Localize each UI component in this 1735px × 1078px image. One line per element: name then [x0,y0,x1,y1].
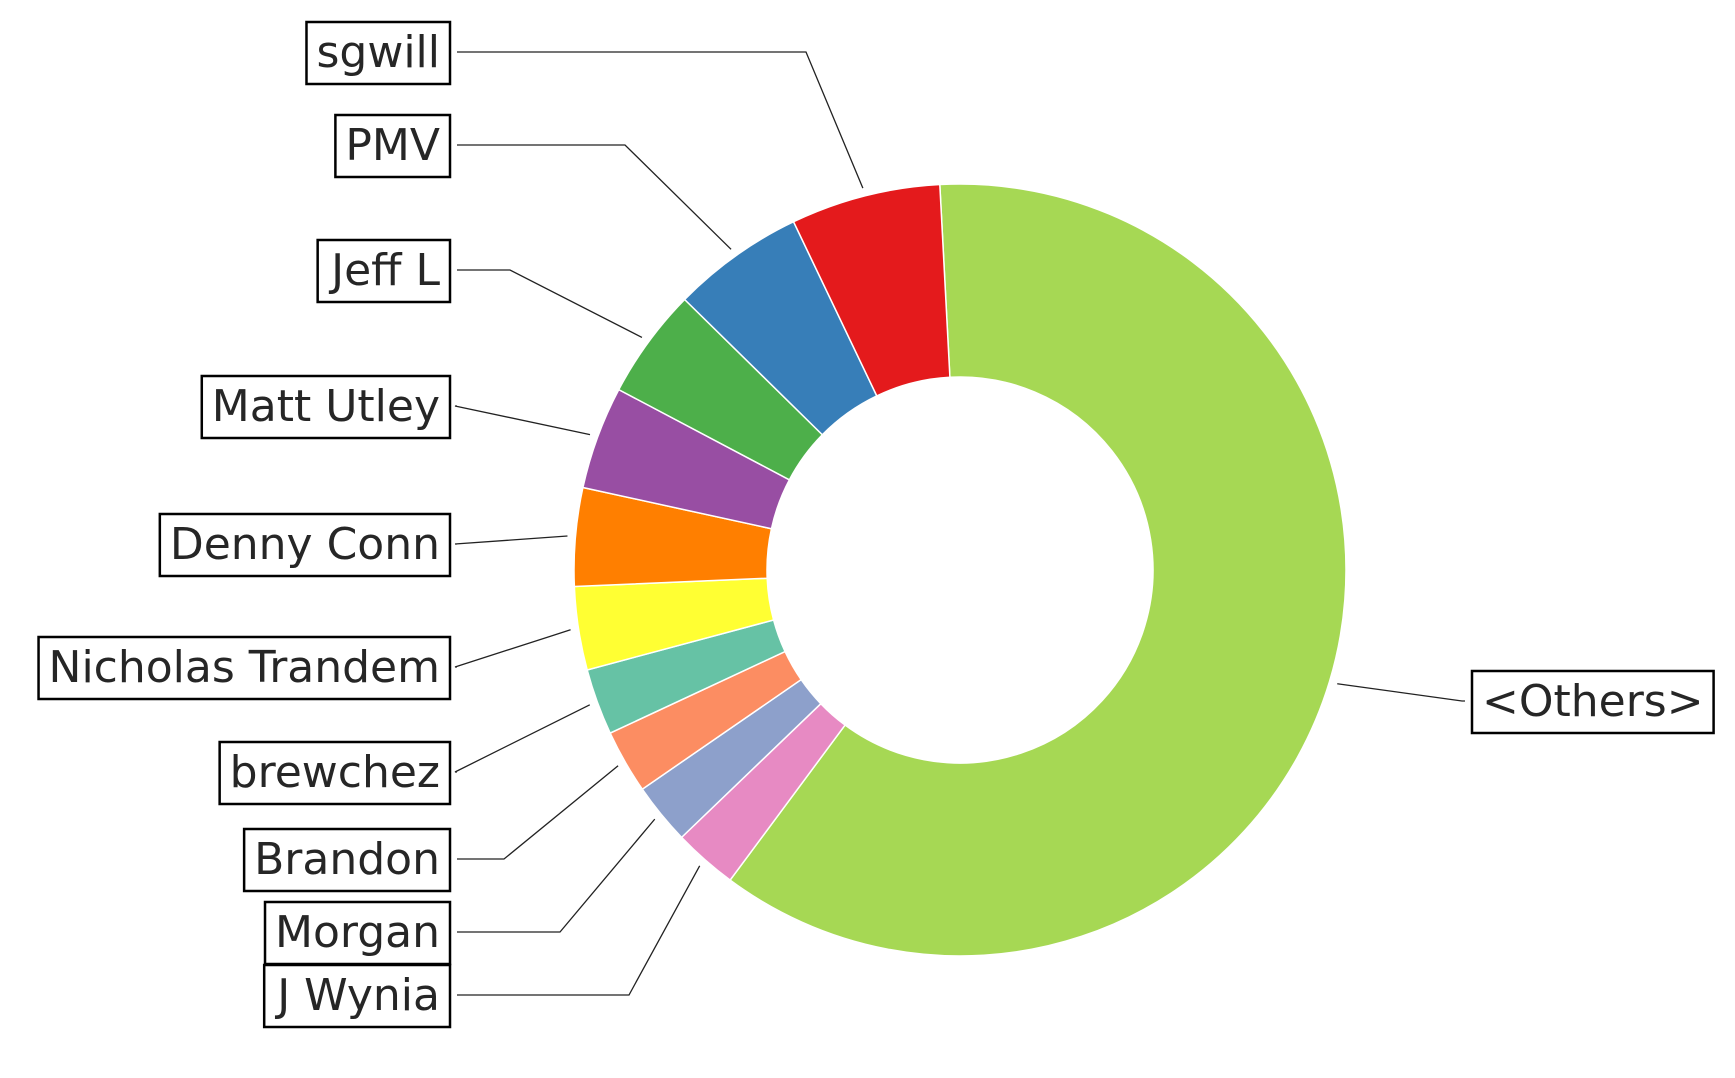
slice-label-nicholas-trandem: Nicholas Trandem [37,635,452,701]
slice-label-j-wynia: J Wynia [262,963,452,1029]
label-box [305,20,452,86]
slice-label-sgwill: sgwill [305,20,452,86]
label-text: PMV [345,120,440,171]
label-box [334,113,452,179]
slice-label-denny-conn: Denny Conn [158,512,452,578]
leader-line-sgwill [457,51,864,189]
leader-line-morgan [457,818,656,933]
leader-line-brandon [457,765,619,860]
label-text: Morgan [275,907,440,958]
label-text: J Wynia [274,970,440,1021]
label-text: brewchez [230,747,440,798]
label-box [37,635,452,701]
slice-label-others: <Others> [1470,669,1715,735]
slice-label-matt-utley: Matt Utley [200,374,452,440]
label-box [262,963,452,1029]
slice-label-brewchez: brewchez [218,740,452,806]
slice-label-morgan: Morgan [263,900,452,966]
label-text: sgwill [316,27,440,78]
leader-line-denny-conn [454,535,568,545]
leader-line-jeff-l [457,269,643,338]
label-box [1470,669,1715,735]
leader-line-pmv [457,144,732,250]
label-box [218,740,452,806]
slice-label-brandon: Brandon [242,827,452,893]
slice-label-jeff-l: Jeff L [316,238,452,304]
slices-layer [573,183,1347,957]
label-box [242,827,452,893]
labels-layer: <Others> J Wynia Morgan Brandon brewchez Nich… [37,20,1715,1029]
label-text: Jeff L [328,245,440,296]
slice-others [729,183,1347,957]
label-text: <Others> [1482,676,1704,727]
leader-line-j-wynia [457,865,701,996]
leader-lines-layer [454,51,1465,996]
slice-sgwill [792,183,951,397]
leader-line-brewchez [454,704,591,773]
label-text: Nicholas Trandem [49,642,440,693]
label-text: Brandon [254,834,440,885]
leader-line-matt-utley [454,405,591,436]
leader-line-nicholas-trandem [454,629,571,668]
slice-label-pmv: PMV [334,113,452,179]
label-box [316,238,452,304]
leader-line-others [1337,683,1465,702]
label-box [263,900,452,966]
label-text: Denny Conn [170,519,440,570]
label-box [200,374,452,440]
label-text: Matt Utley [212,381,440,432]
label-box [158,512,452,578]
